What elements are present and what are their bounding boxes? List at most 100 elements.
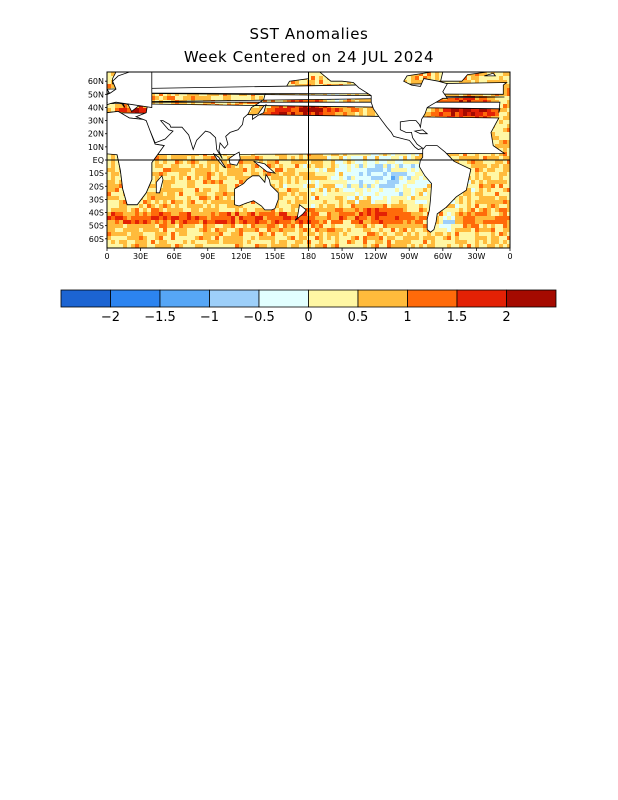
anomaly-cell [347,156,351,160]
anomaly-cell [499,232,503,236]
anomaly-cell [279,112,283,116]
anomaly-cell [503,144,507,148]
anomaly-cell [139,216,143,220]
anomaly-cell [211,228,215,232]
anomaly-cell [235,96,239,100]
anomaly-cell [271,172,275,176]
anomaly-cell [479,240,483,244]
anomaly-cell [115,168,119,172]
colorbar-swatch [357,289,408,308]
anomaly-cell [119,224,123,228]
anomaly-cell [487,80,491,84]
anomaly-cell [499,188,503,192]
anomaly-cell [479,164,483,168]
anomaly-cell [499,144,503,148]
anomaly-cell [455,232,459,236]
anomaly-cell [295,156,299,160]
anomaly-cell [135,204,139,208]
anomaly-cell [507,228,510,232]
anomaly-cell [451,220,455,224]
anomaly-cell [199,180,203,184]
anomaly-cell [475,244,479,248]
anomaly-cell [351,232,355,236]
anomaly-cell [395,220,399,224]
anomaly-cell [491,176,495,180]
anomaly-cell [503,212,507,216]
anomaly-cell [223,228,227,232]
anomaly-cell [227,184,231,188]
anomaly-cell [371,192,375,196]
anomaly-cell [215,228,219,232]
anomaly-cell [479,72,483,76]
anomaly-cell [223,192,227,196]
anomaly-cell [255,108,259,112]
anomaly-cell [407,216,411,220]
anomaly-cell [211,212,215,216]
anomaly-cell [503,108,507,112]
anomaly-cell [367,232,371,236]
anomaly-cell [223,220,227,224]
anomaly-cell [111,164,115,168]
anomaly-cell [351,192,355,196]
anomaly-cell [399,228,403,232]
anomaly-cell [443,208,447,212]
anomaly-cell [291,192,295,196]
anomaly-cell [239,172,243,176]
anomaly-cell [319,180,323,184]
anomaly-cell [279,180,283,184]
anomaly-cell [411,196,415,200]
anomaly-cell [115,244,119,248]
anomaly-cell [111,208,115,212]
anomaly-cell [435,72,439,76]
anomaly-cell [243,156,247,160]
anomaly-cell [371,220,375,224]
anomaly-cell [415,212,419,216]
anomaly-cell [191,212,195,216]
anomaly-cell [147,212,151,216]
anomaly-cell [363,208,367,212]
anomaly-cell [499,104,503,108]
anomaly-cell [327,172,331,176]
anomaly-cell [243,240,247,244]
anomaly-cell [287,240,291,244]
anomaly-cell [247,112,251,116]
anomaly-cell [487,220,491,224]
anomaly-cell [291,168,295,172]
anomaly-cell [211,208,215,212]
anomaly-cell [167,200,171,204]
colorbar-swatch [258,289,309,308]
anomaly-cell [187,236,191,240]
anomaly-cell [115,220,119,224]
anomaly-cell [195,184,199,188]
anomaly-cell [247,216,251,220]
anomaly-cell [171,220,175,224]
anomaly-cell [335,184,339,188]
anomaly-cell [255,156,259,160]
anomaly-cell [123,220,127,224]
anomaly-cell [323,204,327,208]
anomaly-cell [291,232,295,236]
anomaly-cell [203,204,207,208]
anomaly-cell [227,196,231,200]
anomaly-cell [231,216,235,220]
anomaly-cell [199,168,203,172]
anomaly-cell [183,164,187,168]
anomaly-cell [219,168,223,172]
anomaly-cell [407,188,411,192]
anomaly-cell [319,212,323,216]
anomaly-cell [319,204,323,208]
anomaly-cell [491,200,495,204]
anomaly-cell [315,220,319,224]
anomaly-cell [147,232,151,236]
anomaly-cell [115,160,119,164]
anomaly-cell [251,240,255,244]
anomaly-cell [339,204,343,208]
anomaly-cell [403,232,407,236]
anomaly-cell [343,184,347,188]
anomaly-cell [291,176,295,180]
anomaly-cell [395,156,399,160]
land-mass [107,72,153,108]
anomaly-cell [211,196,215,200]
anomaly-cell [323,80,327,84]
